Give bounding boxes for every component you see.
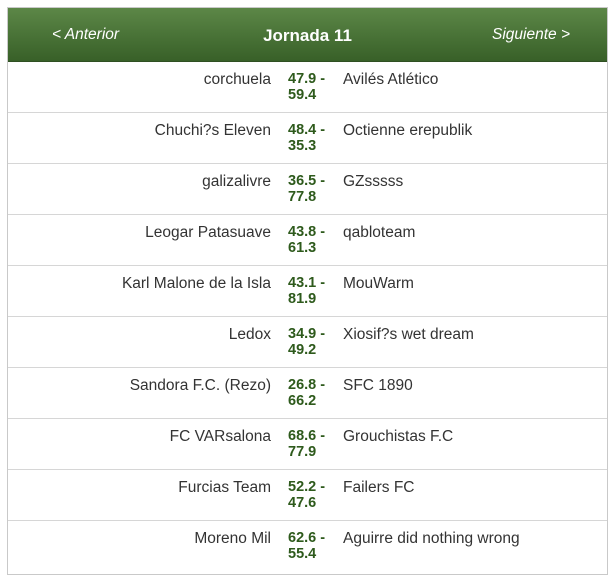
home-team[interactable]: FC VARsalona [169, 428, 271, 445]
away-score: 55.4 [288, 546, 317, 562]
match-score: 52.2 - 47.6 [280, 470, 332, 511]
home-team[interactable]: Ledox [228, 326, 271, 343]
away-team[interactable]: Avilés Atlético [343, 71, 439, 88]
match-list: corchuela 47.9 - 59.4 Avilés Atlético Ch… [8, 62, 607, 574]
match-row[interactable]: Ledox 34.9 - 49.2 Xiosif?s wet dream [8, 317, 607, 368]
match-row[interactable]: corchuela 47.9 - 59.4 Avilés Atlético [8, 62, 607, 113]
home-score: 36.5 - [288, 173, 326, 189]
away-team[interactable]: Grouchistas F.C [343, 428, 454, 445]
away-score: 35.3 [288, 138, 317, 154]
match-score: 43.8 - 61.3 [280, 215, 332, 256]
match-row[interactable]: Furcias Team 52.2 - 47.6 Failers FC [8, 470, 607, 521]
match-row[interactable]: Leogar Patasuave 43.8 - 61.3 qabloteam [8, 215, 607, 266]
previous-matchday-link[interactable]: < Anterior [52, 25, 120, 43]
match-score: 68.6 - 77.9 [280, 419, 332, 460]
match-score: 62.6 - 55.4 [280, 521, 332, 562]
match-score: 34.9 - 49.2 [280, 317, 332, 358]
home-score: 47.9 - [288, 71, 326, 87]
away-score: 66.2 [288, 393, 317, 409]
match-row[interactable]: Moreno Mil 62.6 - 55.4 Aguirre did nothi… [8, 521, 607, 574]
away-score: 49.2 [288, 342, 317, 358]
matchday-header: < Anterior Jornada 11 Siguiente > [8, 8, 607, 62]
home-team[interactable]: Karl Malone de la Isla [121, 275, 271, 292]
matchday-panel: < Anterior Jornada 11 Siguiente > corchu… [7, 7, 608, 575]
away-team[interactable]: Aguirre did nothing wrong [343, 530, 520, 547]
away-team[interactable]: MouWarm [343, 275, 414, 292]
home-team[interactable]: Leogar Patasuave [145, 224, 271, 241]
match-row[interactable]: Sandora F.C. (Rezo) 26.8 - 66.2 SFC 1890 [8, 368, 607, 419]
match-score: 47.9 - 59.4 [280, 62, 332, 103]
home-score: 68.6 - [288, 428, 326, 444]
home-team[interactable]: galizalivre [202, 173, 271, 190]
match-row[interactable]: Chuchi?s Eleven 48.4 - 35.3 Octienne ere… [8, 113, 607, 164]
next-matchday-link[interactable]: Siguiente > [492, 25, 570, 43]
away-team[interactable]: qabloteam [343, 224, 416, 241]
away-score: 77.9 [288, 444, 317, 460]
home-score: 34.9 - [288, 326, 326, 342]
home-score: 43.1 - [288, 275, 326, 291]
away-score: 81.9 [288, 291, 317, 307]
match-score: 43.1 - 81.9 [280, 266, 332, 307]
home-team[interactable]: Sandora F.C. (Rezo) [129, 377, 271, 394]
away-score: 47.6 [288, 495, 317, 511]
away-score: 59.4 [288, 87, 317, 103]
away-team[interactable]: SFC 1890 [343, 377, 413, 394]
away-team[interactable]: Octienne erepublik [343, 122, 473, 139]
home-score: 48.4 - [288, 122, 326, 138]
home-score: 26.8 - [288, 377, 326, 393]
away-team[interactable]: GZsssss [343, 173, 404, 190]
away-team[interactable]: Failers FC [343, 479, 415, 496]
match-score: 36.5 - 77.8 [280, 164, 332, 205]
match-row[interactable]: FC VARsalona 68.6 - 77.9 Grouchistas F.C [8, 419, 607, 470]
home-score: 43.8 - [288, 224, 326, 240]
match-row[interactable]: galizalivre 36.5 - 77.8 GZsssss [8, 164, 607, 215]
away-team[interactable]: Xiosif?s wet dream [343, 326, 474, 343]
home-score: 62.6 - [288, 530, 326, 546]
match-row[interactable]: Karl Malone de la Isla 43.1 - 81.9 MouWa… [8, 266, 607, 317]
home-score: 52.2 - [288, 479, 326, 495]
home-team[interactable]: Chuchi?s Eleven [154, 122, 271, 139]
away-score: 77.8 [288, 189, 317, 205]
home-team[interactable]: corchuela [203, 71, 271, 88]
match-score: 26.8 - 66.2 [280, 368, 332, 409]
match-score: 48.4 - 35.3 [280, 113, 332, 154]
home-team[interactable]: Furcias Team [178, 479, 271, 496]
away-score: 61.3 [288, 240, 317, 256]
home-team[interactable]: Moreno Mil [194, 530, 271, 547]
